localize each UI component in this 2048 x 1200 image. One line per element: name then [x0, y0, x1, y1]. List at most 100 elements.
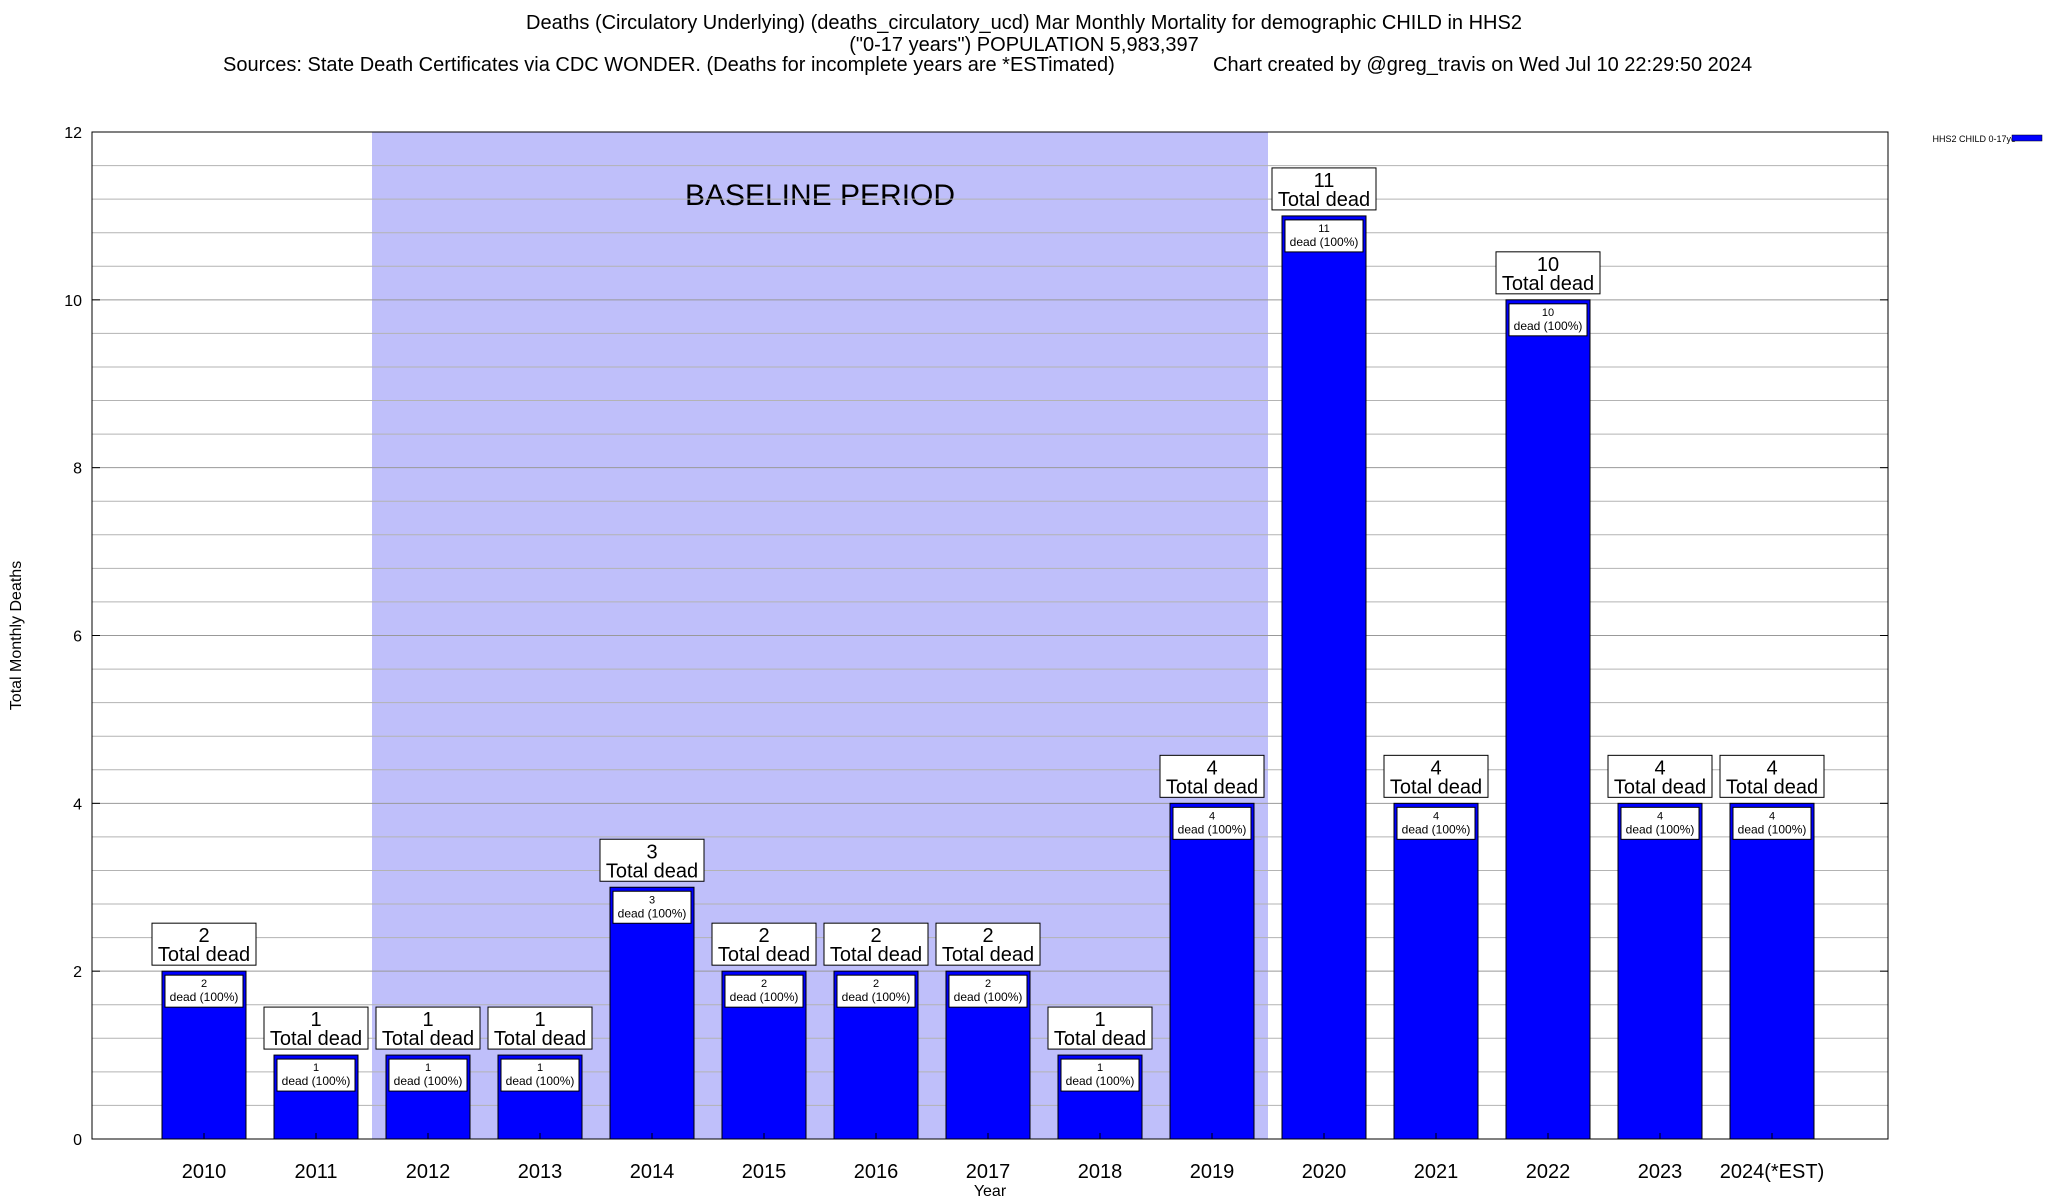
bar-inner-percent-label: dead (100%)	[282, 1074, 351, 1088]
bar-inner-value-label: 2	[873, 978, 879, 990]
x-tick-label: 2011	[294, 1161, 337, 1183]
bar-total-caption-label: Total dead	[718, 944, 810, 966]
bar-total-caption-label: Total dead	[1726, 776, 1818, 798]
chart-title: Deaths (Circulatory Underlying) (deaths_…	[526, 12, 1522, 34]
x-tick-label: 2014	[630, 1161, 675, 1183]
x-tick-label: 2010	[182, 1161, 227, 1183]
bar-inner-value-label: 2	[985, 978, 991, 990]
bar	[1617, 802, 1703, 1140]
bar-inner-label-box	[388, 1058, 468, 1092]
y-tick-label: 6	[73, 629, 82, 646]
bar-total-value-label: 1	[310, 1009, 321, 1031]
bar-total-caption-label: Total dead	[382, 1028, 474, 1050]
x-tick-label: 2017	[966, 1161, 1011, 1183]
bar-inner-label-box	[500, 1058, 580, 1092]
bar-total-caption-label: Total dead	[1166, 776, 1258, 798]
bar-total-label-box	[711, 922, 817, 966]
bar-total-caption-label: Total dead	[1614, 776, 1706, 798]
bar-total-label-box	[1271, 167, 1377, 211]
bar-inner-percent-label: dead (100%)	[394, 1074, 463, 1088]
y-tick-label: 0	[73, 1132, 82, 1149]
bar-total-caption-label: Total dead	[942, 944, 1034, 966]
bar	[1281, 215, 1367, 1140]
bar-total-value-label: 3	[646, 841, 657, 863]
bar-total-label-box	[1047, 1006, 1153, 1050]
bar-inner-percent-label: dead (100%)	[618, 906, 687, 920]
bar-total-label-box	[1607, 754, 1713, 798]
bar-inner-label-box	[1396, 806, 1476, 840]
y-tick-label: 2	[73, 964, 82, 981]
bar-total-value-label: 4	[1430, 757, 1441, 779]
bar-total-label-box	[487, 1006, 593, 1050]
x-tick-label: 2012	[406, 1161, 451, 1183]
bar	[1393, 802, 1479, 1140]
y-axis-label: Total Monthly Deaths	[8, 561, 25, 710]
bar-inner-percent-label: dead (100%)	[1290, 235, 1359, 249]
bar-total-caption-label: Total dead	[270, 1028, 362, 1050]
bar-inner-label-box	[1284, 219, 1364, 253]
x-tick-label: 2022	[1526, 1161, 1571, 1183]
bar-inner-value-label: 1	[425, 1062, 431, 1074]
bar-inner-label-box	[1732, 806, 1812, 840]
bar-inner-value-label: 1	[537, 1062, 543, 1074]
bar-inner-percent-label: dead (100%)	[170, 990, 239, 1004]
bar-total-value-label: 2	[982, 925, 993, 947]
bar-inner-value-label: 4	[1769, 810, 1775, 822]
bar-total-label-box	[151, 922, 257, 966]
chart-title-block: Deaths (Circulatory Underlying) (deaths_…	[0, 12, 2048, 56]
bar-inner-percent-label: dead (100%)	[506, 1074, 575, 1088]
chart-sources: Sources: State Death Certificates via CD…	[223, 54, 1115, 76]
bar-inner-label-box	[1508, 303, 1588, 337]
bar-inner-percent-label: dead (100%)	[1402, 822, 1471, 836]
bar-total-caption-label: Total dead	[1054, 1028, 1146, 1050]
bar-total-label-box	[375, 1006, 481, 1050]
bar-inner-value-label: 3	[649, 894, 655, 906]
x-tick-label: 2021	[1414, 1161, 1459, 1183]
bar-inner-value-label: 11	[1318, 223, 1329, 235]
bar-inner-value-label: 4	[1209, 810, 1215, 822]
bar-inner-percent-label: dead (100%)	[730, 990, 799, 1004]
chart-created: Chart created by @greg_travis on Wed Jul…	[1213, 54, 1753, 76]
bar-total-caption-label: Total dead	[1502, 273, 1594, 295]
bar-total-value-label: 10	[1537, 254, 1559, 276]
y-tick-label: 10	[64, 293, 82, 310]
bar-inner-label-box	[724, 974, 804, 1008]
bar-inner-label-box	[1060, 1058, 1140, 1092]
bar-total-value-label: 2	[198, 925, 209, 947]
bar-total-value-label: 1	[534, 1009, 545, 1031]
bar-inner-label-box	[948, 974, 1028, 1008]
bar	[1169, 802, 1255, 1140]
bar-total-label-box	[1495, 251, 1601, 295]
bar-total-caption-label: Total dead	[606, 860, 698, 882]
bar-total-value-label: 11	[1314, 170, 1335, 192]
bar-total-value-label: 4	[1766, 757, 1777, 779]
bar-inner-value-label: 10	[1542, 307, 1554, 319]
legend-swatch	[2011, 134, 2043, 142]
bar-inner-percent-label: dead (100%)	[954, 990, 1023, 1004]
x-tick-label: 2013	[518, 1161, 563, 1183]
bar-inner-value-label: 2	[201, 978, 207, 990]
bar-total-label-box	[1159, 754, 1265, 798]
bar-total-label-box	[599, 838, 705, 882]
x-tick-label: 2016	[854, 1161, 899, 1183]
bar-total-label-box	[263, 1006, 369, 1050]
bar-inner-value-label: 1	[1097, 1062, 1103, 1074]
bar-inner-label-box	[1172, 806, 1252, 840]
bar-total-label-box	[823, 922, 929, 966]
bar-inner-label-box	[1620, 806, 1700, 840]
x-tick-label: 2019	[1190, 1161, 1235, 1183]
bar-total-value-label: 4	[1654, 757, 1665, 779]
bar-inner-percent-label: dead (100%)	[1178, 822, 1247, 836]
bar-total-caption-label: Total dead	[830, 944, 922, 966]
baseline-period-label: BASELINE PERIOD	[685, 179, 955, 212]
bar-total-label-box	[1719, 754, 1825, 798]
bar-inner-percent-label: dead (100%)	[1738, 822, 1807, 836]
chart-subtitle: ("0-17 years") POPULATION 5,983,397	[849, 34, 1199, 56]
bar-total-caption-label: Total dead	[1278, 189, 1370, 211]
bar-total-caption-label: Total dead	[1390, 776, 1482, 798]
bar-inner-label-box	[612, 890, 692, 924]
bar-inner-percent-label: dead (100%)	[842, 990, 911, 1004]
bar	[1505, 299, 1591, 1140]
bar-inner-percent-label: dead (100%)	[1626, 822, 1695, 836]
